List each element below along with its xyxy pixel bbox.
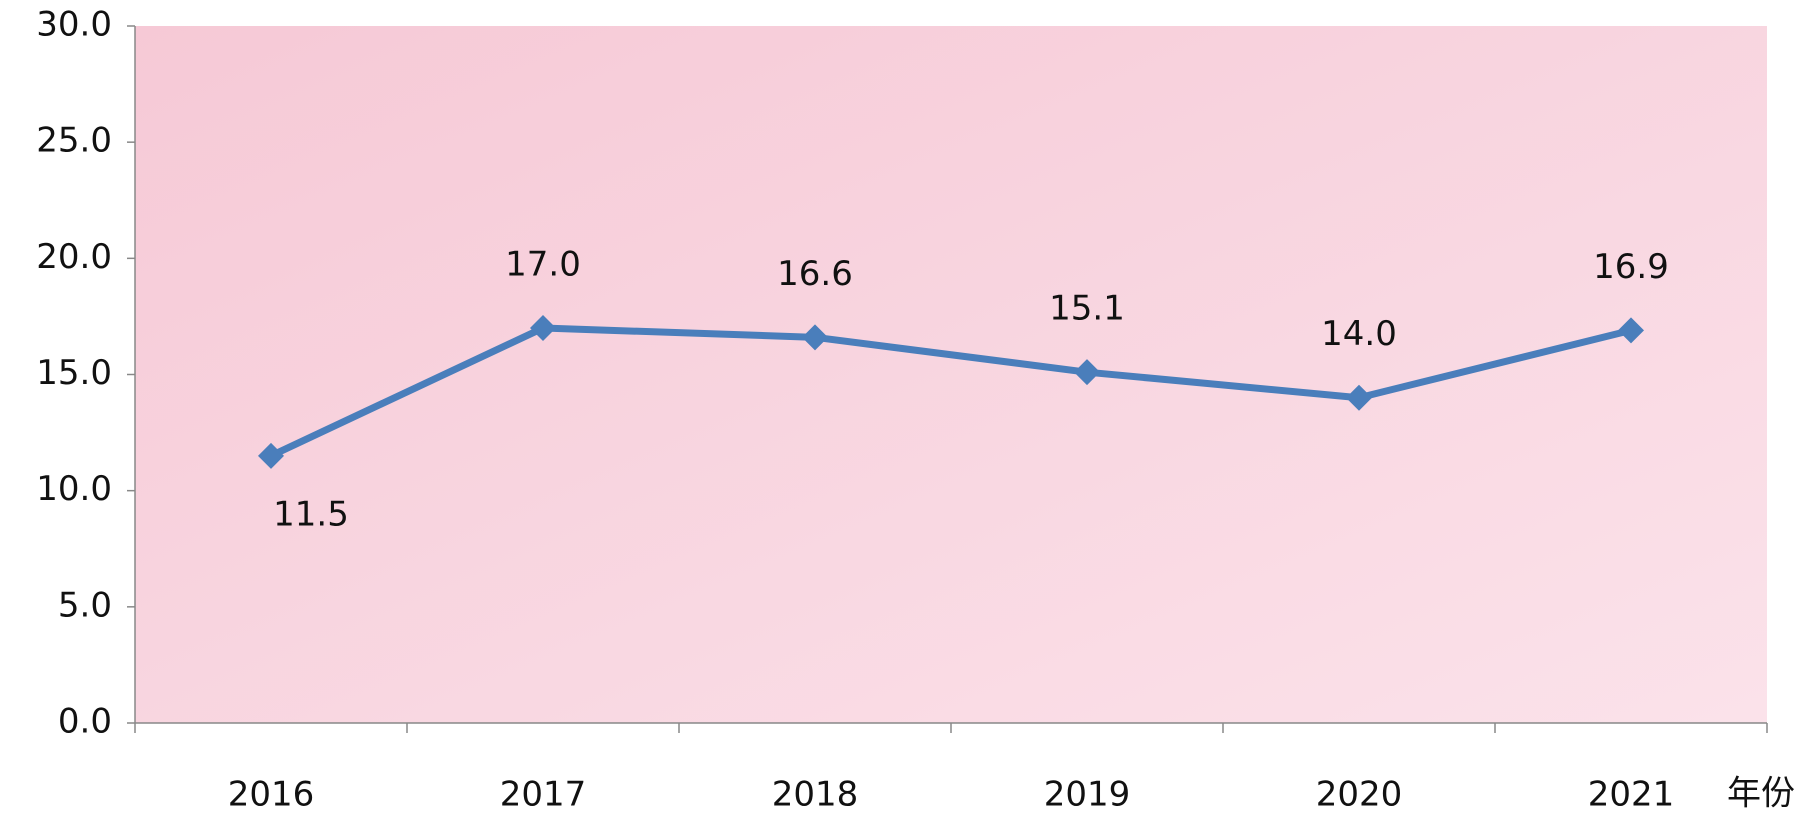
data-label: 11.5 bbox=[273, 494, 349, 534]
y-tick-label: 15.0 bbox=[36, 353, 112, 393]
x-tick-label: 2019 bbox=[1044, 775, 1131, 815]
marker bbox=[802, 324, 828, 351]
x-tick-label: 2016 bbox=[228, 775, 315, 815]
marker bbox=[1346, 384, 1372, 411]
marker bbox=[258, 442, 284, 469]
y-tick-label: 20.0 bbox=[36, 237, 112, 277]
x-tick-label: 2020 bbox=[1316, 775, 1403, 815]
data-label: 15.1 bbox=[1049, 289, 1125, 329]
y-tick-label: 25.0 bbox=[36, 121, 112, 161]
data-label: 16.6 bbox=[777, 254, 853, 294]
x-tick-label: 2021 bbox=[1588, 775, 1675, 815]
y-tick-label: 30.0 bbox=[36, 5, 112, 45]
marker bbox=[1618, 317, 1644, 344]
y-tick-label: 5.0 bbox=[58, 585, 112, 625]
x-tick-label: 2018 bbox=[772, 775, 859, 815]
data-label: 16.9 bbox=[1593, 247, 1669, 287]
data-label: 14.0 bbox=[1321, 314, 1397, 354]
marker bbox=[530, 315, 556, 342]
y-tick-label: 0.0 bbox=[58, 702, 112, 742]
y-tick-label: 10.0 bbox=[36, 469, 112, 509]
data-label: 17.0 bbox=[505, 245, 581, 285]
x-axis-label: 年份 bbox=[1727, 774, 1795, 814]
marker bbox=[1074, 359, 1100, 386]
x-tick-label: 2017 bbox=[500, 775, 587, 815]
line bbox=[269, 324, 1632, 459]
plot-area bbox=[135, 26, 1767, 723]
